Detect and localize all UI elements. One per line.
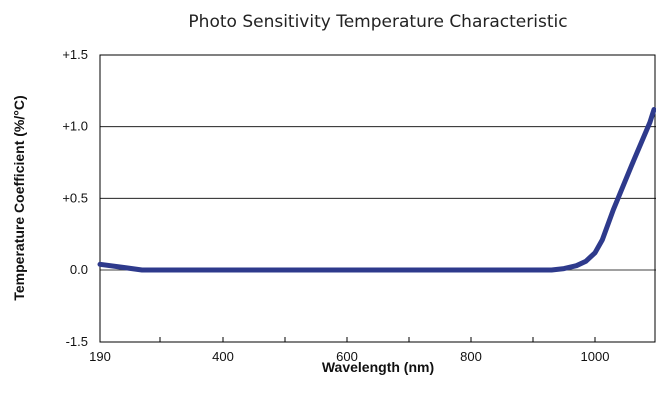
y-tick-label: +1.5 (62, 47, 88, 62)
series-line (97, 107, 656, 273)
x-tick-label: 190 (89, 349, 111, 364)
x-tick-label: 400 (212, 349, 234, 364)
x-tick-label: 1000 (581, 349, 610, 364)
y-tick-label: -1.5 (66, 334, 88, 349)
x-tick-label: 800 (460, 349, 482, 364)
x-axis-ticks: 190 400 600 800 1000 (89, 337, 609, 364)
x-tick-label: 600 (336, 349, 358, 364)
x-axis-label: Wavelength (nm) (322, 359, 434, 375)
y-axis-label: Temperature Coefficient (%/°C) (11, 95, 27, 300)
y-tick-label: 0.0 (70, 262, 88, 277)
gridlines (100, 126, 656, 271)
plot-area-frame (99, 54, 656, 343)
y-axis-ticks: -1.5 0.0 +0.5 +1.0 +1.5 (62, 47, 88, 349)
y-tick-label: +0.5 (62, 190, 88, 205)
y-tick-label: +1.0 (62, 119, 88, 134)
chart-title: Photo Sensitivity Temperature Characteri… (188, 12, 567, 32)
